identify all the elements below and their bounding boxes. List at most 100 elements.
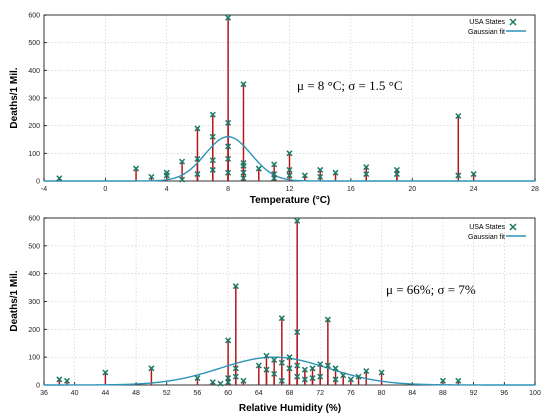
data-point [194, 375, 201, 382]
x-tick-label: 0 [103, 186, 107, 193]
y-tick-label: 100 [28, 355, 40, 362]
data-point [240, 81, 247, 88]
x-tick-label: 100 [529, 390, 541, 397]
data-point [148, 173, 155, 180]
data-point [225, 155, 232, 162]
data-points [56, 14, 477, 183]
x-tick-label: 72 [316, 390, 324, 397]
y-tick-label: 500 [28, 40, 40, 47]
x-tick-label: 36 [40, 390, 48, 397]
legend-label-usa-states: USA States [469, 19, 505, 26]
x-tick-label: 48 [132, 390, 140, 397]
data-point [470, 171, 477, 178]
data-point [340, 372, 347, 379]
x-tick-label: 76 [347, 390, 355, 397]
data-point [271, 161, 278, 168]
data-point [56, 175, 63, 182]
data-point [63, 377, 71, 384]
legend-label-gaussian-fit: Gaussian fit [468, 29, 505, 36]
x-tick-label: 4 [165, 186, 169, 193]
gaussian-parameters-annotation: μ = 8 °C; σ = 1.5 °C [297, 78, 403, 93]
x-tick-label: 52 [163, 390, 171, 397]
data-point [309, 375, 316, 382]
data-point [347, 376, 354, 383]
x-tick-label: 40 [71, 390, 79, 397]
data-point [301, 376, 308, 383]
x-tick-label: 60 [224, 390, 232, 397]
x-tick-label: 64 [255, 390, 263, 397]
x-axis-label: Temperature (°C) [250, 195, 331, 206]
x-tick-label: 68 [286, 390, 294, 397]
data-point [240, 169, 247, 176]
data-point [286, 172, 293, 179]
x-tick-label: 92 [470, 390, 478, 397]
legend-label-gaussian-fit: Gaussian fit [468, 234, 505, 241]
data-point [455, 112, 462, 120]
data-point [240, 175, 247, 182]
x-tick-label: 88 [439, 390, 447, 397]
data-point [355, 373, 362, 380]
x-tick-label: 84 [408, 390, 416, 397]
data-point [324, 362, 331, 369]
x-tick-label: 44 [101, 390, 109, 397]
y-axis-label: Deaths/1 Mil. [9, 270, 20, 331]
y-tick-label: 0 [36, 179, 40, 186]
y-tick-label: 600 [28, 13, 40, 20]
y-tick-label: 400 [28, 271, 40, 278]
data-point [255, 362, 262, 369]
x-axis-label: Relative Humidity (%) [239, 403, 341, 414]
x-tick-label: 56 [194, 390, 202, 397]
data-point [225, 337, 232, 344]
data-point [363, 368, 370, 375]
gaussian-fit-line [44, 136, 535, 182]
data-point [271, 370, 278, 377]
gaussian-fit-line [44, 356, 535, 386]
data-point [278, 315, 285, 322]
data-point [225, 143, 232, 150]
x-tick-label: 80 [378, 390, 386, 397]
data-point [363, 171, 370, 178]
data-point [179, 176, 186, 183]
data-point [209, 166, 216, 173]
x-tick-label: 8 [226, 186, 230, 193]
y-tick-label: 100 [28, 151, 40, 158]
y-tick-label: 300 [28, 96, 40, 103]
data-point [163, 172, 170, 179]
data-point [301, 172, 308, 179]
x-tick-label: 20 [408, 186, 416, 193]
data-point [455, 377, 462, 384]
legend-label-usa-states: USA States [469, 224, 505, 231]
data-point [179, 158, 186, 165]
data-point [294, 362, 301, 369]
data-point [294, 329, 301, 336]
data-point [439, 377, 446, 384]
data-point [263, 352, 270, 359]
x-tick-label: 28 [531, 186, 539, 193]
data-point [56, 376, 63, 383]
x-axis-ticks: 36 40 44 48 52 56 60 64 68 72 76 80 84 88 92 96 100 [40, 382, 541, 397]
y-tick-label: 400 [28, 68, 40, 75]
data-point [209, 157, 216, 164]
relative-humidity-chart: 0 100 200 300 400 500 600 36 40 44 48 52 56 60 64 68 72… [9, 216, 541, 415]
data-point [278, 377, 285, 384]
x-tick-label: 96 [500, 390, 508, 397]
data-point [363, 164, 370, 171]
y-tick-label: 200 [28, 327, 40, 334]
data-point [271, 356, 278, 363]
y-tick-label: 300 [28, 299, 40, 306]
data-point [133, 165, 140, 172]
data-point [286, 166, 293, 173]
data-point [263, 366, 270, 373]
data-point [317, 361, 324, 368]
data-point [225, 14, 232, 21]
legend-marker-x [509, 223, 517, 231]
data-point [294, 373, 301, 380]
y-tick-label: 200 [28, 123, 40, 130]
data-point [209, 379, 216, 386]
data-point [301, 366, 308, 373]
data-point [332, 365, 339, 372]
y-tick-label: 600 [28, 216, 40, 223]
data-point [317, 173, 324, 180]
